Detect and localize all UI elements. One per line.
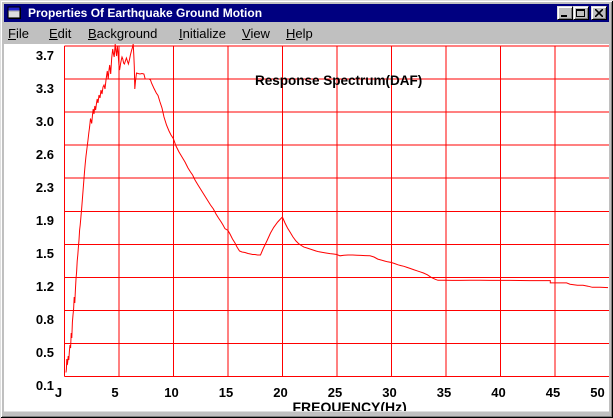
y-tick-label: 3.7: [35, 47, 54, 63]
y-tick-label: 2.3: [35, 179, 54, 195]
x-tick-label: 20: [273, 384, 288, 400]
y-tick-label: 1.9: [35, 212, 54, 228]
menu-bar: File Edit Background Initialize View Help: [4, 22, 609, 44]
menu-item-background[interactable]: Background: [88, 26, 158, 41]
y-tick-label: 3.3: [35, 80, 54, 96]
maximize-button[interactable]: [573, 6, 589, 20]
application-window-icon[interactable]: [7, 6, 22, 20]
close-icon: [595, 9, 603, 17]
window-title: Properties Of Earthquake Ground Motion: [28, 6, 263, 20]
y-tick-label: 1.2: [35, 278, 54, 294]
response-spectrum-curve: [65, 44, 609, 373]
y-tick-label: 0.8: [35, 311, 54, 327]
x-tick-label: 30: [382, 384, 397, 400]
minimize-icon: [561, 15, 567, 17]
minimize-button[interactable]: [557, 6, 573, 20]
maximize-icon: [576, 9, 585, 17]
x-axis-title: FREQUENCY(Hz): [292, 398, 407, 412]
x-tick-label: J: [54, 384, 63, 400]
menu-item-view[interactable]: View: [242, 26, 270, 41]
menu-item-file[interactable]: File: [8, 26, 29, 41]
x-tick-label: 5: [111, 384, 119, 400]
chart-area: Response Spectrum(DAF) FREQUENCY(Hz) 3.7…: [4, 44, 609, 411]
title-bar[interactable]: Properties Of Earthquake Ground Motion: [4, 4, 609, 22]
close-button[interactable]: [591, 6, 607, 20]
x-tick-label: 25: [327, 384, 343, 400]
y-tick-label: 0.1: [35, 378, 54, 393]
menu-item-edit[interactable]: Edit: [49, 26, 72, 41]
y-tick-label: 0.5: [35, 344, 54, 360]
menu-item-help[interactable]: Help: [286, 26, 313, 41]
menu-item-initialize[interactable]: Initialize: [179, 26, 226, 41]
x-tick-label: 40: [491, 384, 506, 400]
y-tick-label: 3.0: [35, 113, 54, 129]
window-frame-highlight: [4, 411, 609, 412]
chart-title: Response Spectrum(DAF): [255, 73, 423, 88]
x-tick-label: 35: [436, 384, 452, 400]
y-tick-label: 2.6: [35, 146, 54, 162]
x-tick-label: 10: [164, 384, 179, 400]
x-tick-label: 15: [218, 384, 234, 400]
y-tick-label: 1.5: [35, 245, 54, 261]
x-tick-label: 45: [545, 384, 561, 400]
chart-plot: [64, 44, 609, 377]
x-tick-label: 50: [590, 384, 605, 400]
